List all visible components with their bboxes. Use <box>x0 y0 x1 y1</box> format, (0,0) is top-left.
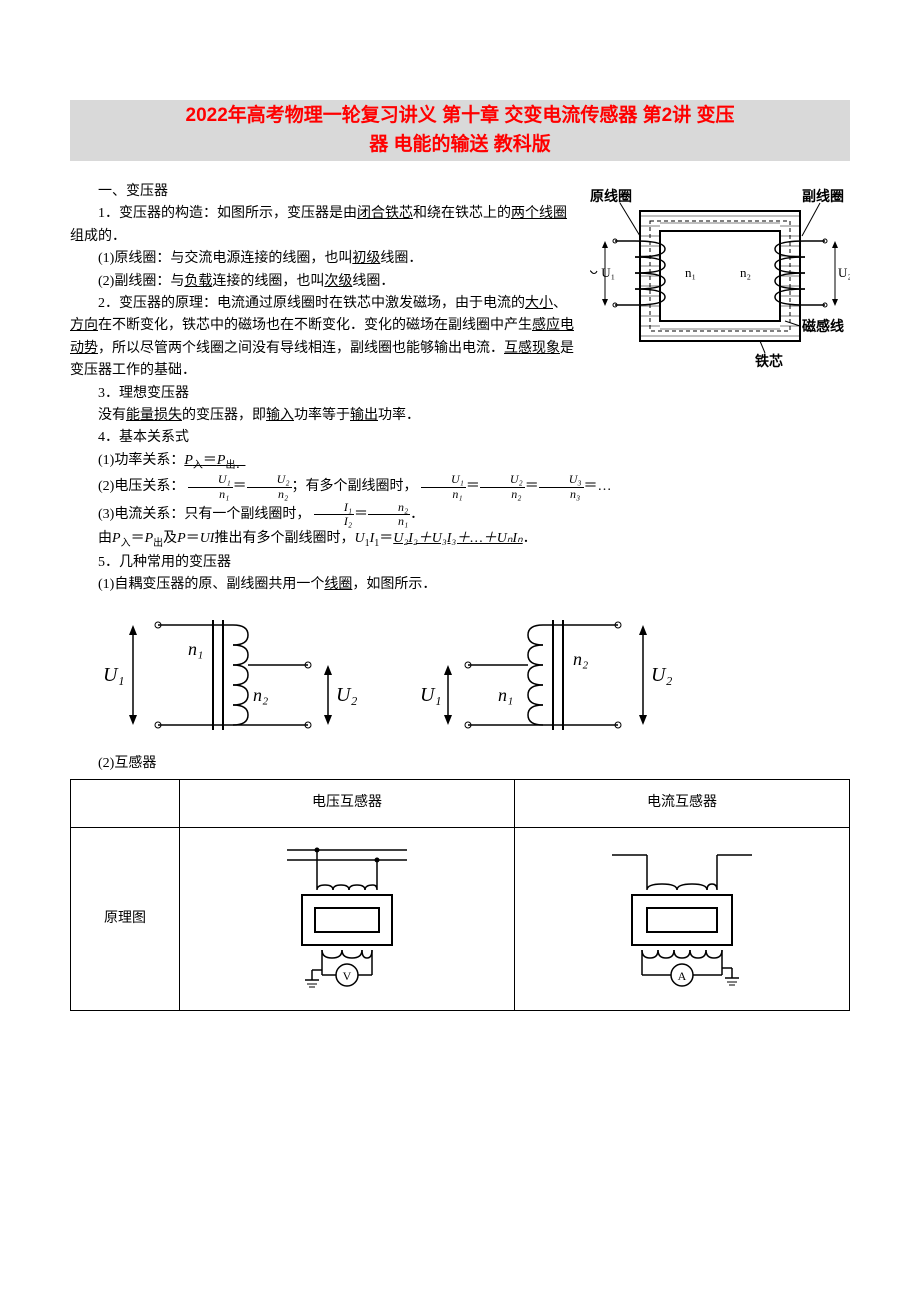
autocouple-diagram-1: U₁ U₂ n₁ n₂ <box>98 605 358 745</box>
para-autocouple: (1)自耦变压器的原、副线圈共用一个线圈，如图所示． <box>70 574 850 596</box>
autocouple-diagram-2: U₁ U₂ n₂ n₁ <box>418 605 678 745</box>
svg-text:n₁: n₁ <box>188 639 203 659</box>
flux-label: 磁感线 <box>802 318 844 335</box>
transformer-diagram: 原线圈 副线圈 ～ U₁ U₂ ～ n₁ n₂ 磁感线 铁芯 <box>590 181 850 389</box>
n1-label: n₁ <box>685 265 696 280</box>
para-voltage-relation: (2)电压关系： U₁n₁＝U₂n₂；有多个副线圈时， U₁n₁＝U₂n₂＝U₃… <box>70 473 850 500</box>
title-line-1: 2022年高考物理一轮复习讲义 第十章 交变电流传感器 第2讲 变压 <box>186 105 735 126</box>
para-current-relation: (3)电流关系：只有一个副线圈时， I₁I₂＝n₂n₁． <box>70 501 850 528</box>
svg-text:n₂: n₂ <box>253 685 268 705</box>
page-title: 2022年高考物理一轮复习讲义 第十章 交变电流传感器 第2讲 变压 器 电能的… <box>70 100 850 161</box>
sensor-table: 电压互感器 电流互感器 原理图 <box>70 779 850 1011</box>
current-sensor-diagram-cell: A <box>515 827 850 1010</box>
svg-text:U₂: U₂ <box>336 684 357 706</box>
u2-label: U₂ ～ <box>838 265 850 280</box>
table-row: 原理图 <box>71 827 850 1010</box>
svg-text:A: A <box>678 969 687 983</box>
autocouple-diagrams: U₁ U₂ n₁ n₂ <box>98 605 850 745</box>
svg-text:U₁: U₁ <box>103 664 124 686</box>
u1-label: ～ U₁ <box>590 265 615 280</box>
voltage-sensor-diagram-cell: V <box>180 827 515 1010</box>
current-sensor-diagram: A <box>592 840 772 990</box>
para-lossless: 没有能量损失的变压器，即输入功率等于输出功率． <box>70 405 850 427</box>
content-block: 原线圈 副线圈 ～ U₁ U₂ ～ n₁ n₂ 磁感线 铁芯 一、变压器 1．变… <box>70 181 850 1011</box>
table-row: 电压互感器 电流互感器 <box>71 780 850 827</box>
n2-label: n₂ <box>740 265 751 280</box>
svg-text:n₁: n₁ <box>498 685 513 705</box>
para-mutual-sensor: (2)互感器 <box>70 753 850 775</box>
para-common-types: 5．几种常用的变压器 <box>70 552 850 574</box>
primary-coil-label: 原线圈 <box>590 188 632 205</box>
schematic-row-label: 原理图 <box>71 827 180 1010</box>
title-line-2: 器 电能的输送 教科版 <box>369 134 551 155</box>
current-sensor-header: 电流互感器 <box>515 780 850 827</box>
svg-text:V: V <box>343 969 352 983</box>
secondary-coil-label: 副线圈 <box>802 188 844 205</box>
svg-text:U₁: U₁ <box>420 684 441 706</box>
svg-text:n₂: n₂ <box>573 649 588 669</box>
core-label: 铁芯 <box>755 353 783 370</box>
para-basic-relations: 4．基本关系式 <box>70 427 850 449</box>
para-multi-secondary: 由P入＝P出及P＝UI推出有多个副线圈时，U1I1＝U₂I₂＋U₃I₃＋…＋Uₙ… <box>70 528 850 552</box>
voltage-sensor-header: 电压互感器 <box>180 780 515 827</box>
svg-text:U₂: U₂ <box>651 664 672 686</box>
voltage-sensor-diagram: V <box>257 840 437 990</box>
para-power-relation: (1)功率关系：P入＝P出． <box>70 450 850 474</box>
